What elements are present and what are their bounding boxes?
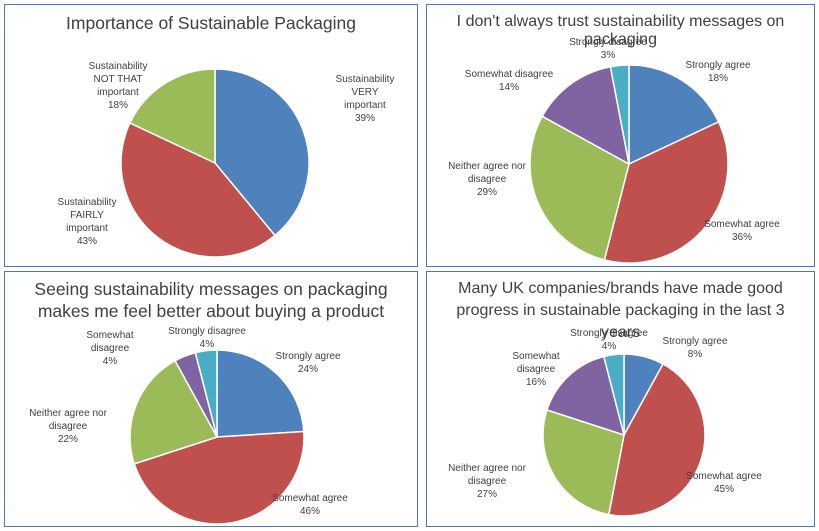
data-label-text: Somewhat [86, 330, 134, 341]
data-label-text: Strongly disagree [570, 328, 648, 339]
pie-slice-somewhat-agree [133, 430, 305, 525]
data-label-text: Somewhat disagree [464, 69, 554, 80]
data-label-text: VERY [351, 87, 379, 98]
data-label: Sustainability NOT THAT important 18% [89, 60, 148, 112]
data-label-text: Strongly agree [275, 351, 341, 362]
data-label-text: Somewhat agree [686, 471, 762, 482]
data-label-text: Neither agree nor [448, 161, 526, 172]
data-label-text: Somewhat agree [704, 219, 780, 230]
pie-chart [529, 64, 729, 264]
data-label-value: 4% [601, 341, 617, 352]
data-label: Neither agree nor disagree 29% [448, 160, 526, 199]
data-label-text: Sustainability [57, 197, 117, 208]
chart-panel-importance: Importance of Sustainable Packaging Sust… [4, 4, 418, 267]
data-label-value: 8% [687, 349, 703, 360]
data-label: Strongly agree 8% [662, 335, 727, 361]
pie-slice-strongly-disagree [602, 353, 625, 436]
data-label-value: 18% [107, 100, 129, 111]
data-label-text: disagree [48, 421, 88, 432]
data-label-value: 29% [476, 187, 498, 198]
chart-title: Importance of Sustainable Packaging [66, 13, 356, 33]
data-label-value: 46% [299, 506, 321, 517]
data-label-text: Strongly agree [662, 336, 728, 347]
data-label: Neither agree nor disagree 22% [29, 407, 107, 446]
pie-slice-strongly-disagree [609, 64, 630, 165]
data-label-text: disagree [90, 343, 130, 354]
pie-slice-strongly-agree [628, 64, 720, 166]
pie-slice-neither-agree-nor-disagree [529, 115, 630, 261]
pie-slice-sustainability-very-important [214, 68, 310, 237]
data-label: Strongly agree 24% [275, 350, 340, 376]
pie-chart [542, 353, 706, 517]
data-label-text: important [66, 223, 108, 234]
data-label: Somewhat agree 45% [686, 470, 762, 496]
pie-slice-neither-agree-nor-disagree [129, 359, 219, 465]
pie-chart [120, 68, 310, 258]
data-label-value: 36% [731, 232, 753, 243]
pie-slice-sustainability-not-that-important [128, 68, 216, 165]
chart-title: Seeing sustainability messages on packag… [34, 279, 388, 321]
data-label: Strongly agree 18% [685, 59, 750, 85]
data-label: Somewhat disagree 14% [465, 68, 553, 94]
data-label: Sustainability FAIRLY important 43% [58, 196, 117, 248]
data-label-value: 3% [600, 50, 616, 61]
pie-slice-strongly-agree [216, 349, 305, 438]
data-label: Somewhat disagree 4% [86, 329, 133, 368]
pie-slice-strongly-disagree [194, 349, 218, 438]
data-label-value: 22% [57, 434, 79, 445]
chart-title: Many UK companies/brands have made good … [456, 280, 785, 341]
pie-slice-somewhat-disagree [546, 355, 626, 437]
data-label-value: 27% [476, 489, 498, 500]
data-label-value: 18% [707, 73, 729, 84]
data-label-text: Strongly disagree [569, 37, 647, 48]
data-label-text: Neither agree nor [29, 408, 107, 419]
chart-panel-progress: Many UK companies/brands have made good … [426, 271, 815, 527]
pie-slice-somewhat-agree [603, 120, 729, 264]
data-label-text: disagree [467, 174, 507, 185]
chart-panel-feel-better: Seeing sustainability messages on packag… [4, 271, 418, 527]
data-label-text: important [344, 100, 386, 111]
data-label-text: Somewhat [512, 351, 560, 362]
data-label-value: 16% [525, 377, 546, 388]
data-label: Sustainability VERY important 39% [336, 73, 395, 125]
data-label-text: disagree [516, 364, 556, 375]
data-label: Strongly disagree 3% [569, 36, 647, 62]
data-label-text: important [97, 87, 139, 98]
data-label-value: 4% [102, 356, 118, 367]
data-label: Strongly disagree 4% [168, 325, 246, 351]
data-label-text: Neither agree nor [448, 463, 526, 474]
pie-slice-sustainability-fairly-important [120, 121, 276, 258]
data-label-text: Sustainability [88, 61, 148, 72]
data-label: Somewhat disagree 16% [512, 350, 559, 389]
data-label-text: FAIRLY [70, 210, 104, 221]
data-label-value: 39% [354, 113, 376, 124]
data-label: Somewhat agree 46% [272, 492, 348, 518]
data-label-text: Somewhat agree [272, 493, 348, 504]
data-label-value: 43% [76, 236, 98, 247]
data-label-text: Strongly disagree [168, 326, 246, 337]
data-label-text: Strongly agree [685, 60, 751, 71]
chart-panel-trust: I don't always trust sustainability mess… [426, 4, 815, 267]
data-label-text: Sustainability [335, 74, 395, 85]
data-label: Strongly disagree 4% [570, 327, 648, 353]
chart-title: I don't always trust sustainability mess… [456, 13, 785, 48]
data-label-text: NOT THAT [93, 74, 143, 85]
data-label-value: 45% [713, 484, 735, 495]
data-label-value: 24% [297, 364, 319, 375]
data-label-value: 4% [199, 339, 215, 350]
data-label-text: disagree [467, 476, 507, 487]
data-label-value: 14% [498, 82, 520, 93]
pie-slice-somewhat-disagree [541, 65, 631, 166]
pie-chart [129, 349, 305, 525]
data-label: Somewhat agree 36% [704, 218, 780, 244]
pie-slice-somewhat-agree [607, 363, 706, 517]
data-label: Neither agree nor disagree 27% [448, 462, 526, 501]
pie-slice-neither-agree-nor-disagree [542, 409, 625, 516]
